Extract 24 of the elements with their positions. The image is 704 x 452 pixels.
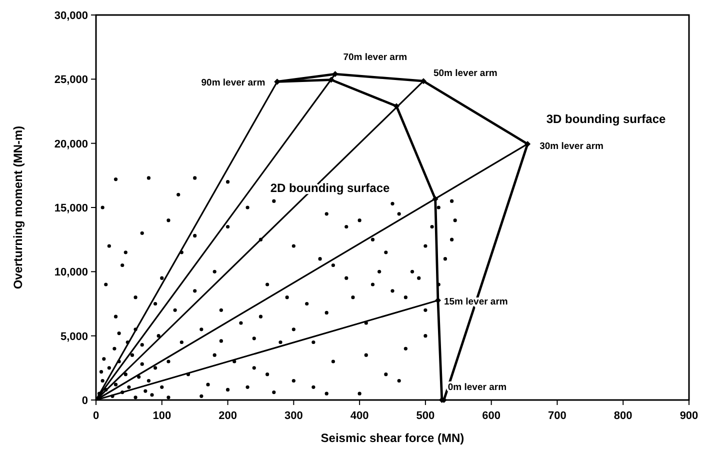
y-axis-title: Overturning moment (MN-m) [11, 126, 25, 290]
y-tick-label: 10,000 [54, 266, 88, 279]
x-tick-label: 200 [218, 410, 237, 422]
y-tick-label: 30,000 [54, 10, 88, 22]
x-tick-label: 300 [284, 410, 303, 422]
annotation: 50m lever arm [433, 68, 498, 80]
x-tick-label: 0 [92, 410, 100, 422]
x-tick-label: 900 [680, 410, 698, 422]
annotation: 3D bounding surface [546, 112, 666, 126]
annotation: 30m lever arm [540, 140, 604, 152]
y-tick-label: 0 [82, 395, 88, 407]
x-tick-label: 800 [614, 410, 632, 422]
x-tick-label: 500 [416, 410, 435, 422]
x-tick-label: 700 [548, 410, 566, 422]
y-tick-label: 15,000 [54, 202, 88, 214]
x-tick-label: 400 [350, 410, 369, 422]
x-tick-label: 100 [152, 410, 172, 422]
y-tick-label: 20,000 [54, 138, 88, 150]
y-tick-label: 5,000 [60, 330, 88, 343]
annotation: 70m lever arm [343, 52, 408, 64]
x-axis-title: Seismic shear force (MN) [320, 431, 464, 445]
y-tick-label: 25,000 [54, 74, 88, 86]
x-tick-label: 600 [482, 410, 501, 422]
annotation: 90m lever arm [201, 78, 266, 89]
